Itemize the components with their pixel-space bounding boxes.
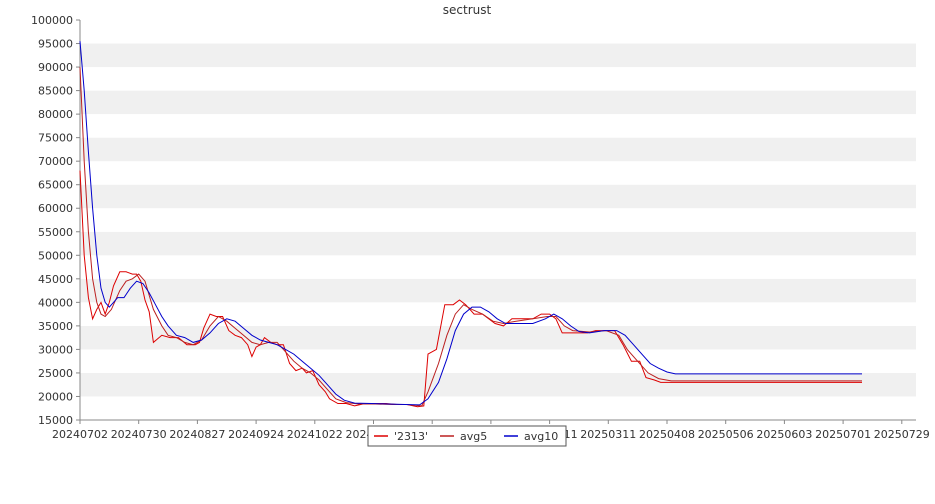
y-tick-label: 60000 (38, 202, 73, 215)
legend-box (367, 425, 567, 447)
y-tick-label: 70000 (38, 155, 73, 168)
y-tick-label: 45000 (38, 273, 73, 286)
y-tick-label: 35000 (38, 320, 73, 333)
y-tick-label: 20000 (38, 390, 73, 403)
grid-band (80, 20, 916, 44)
y-tick-label: 40000 (38, 296, 73, 309)
legend-label: avg5 (460, 430, 487, 443)
y-tick-label: 100000 (31, 14, 73, 27)
x-tick-label: 20250603 (756, 428, 812, 441)
legend-label: avg10 (524, 430, 558, 443)
x-tick-label: 20240827 (169, 428, 225, 441)
y-tick-label: 85000 (38, 85, 73, 98)
grid-band (80, 90, 916, 115)
x-tick-label: 20250701 (815, 428, 871, 441)
y-tick-label: 25000 (38, 367, 73, 380)
series-line-3 (79, 41, 862, 406)
grid-band (80, 231, 916, 256)
y-tick-label: 65000 (38, 179, 73, 192)
series-line-1 (79, 170, 862, 408)
x-tick-label: 20250729 (874, 428, 930, 441)
y-tick-label: 50000 (38, 249, 73, 262)
y-tick-label: 90000 (38, 61, 73, 74)
grid-band (80, 278, 916, 303)
grid-band (80, 184, 916, 209)
grid-band (80, 161, 916, 185)
chart-title: sectrust (443, 3, 492, 17)
legend-label: '2313' (394, 430, 428, 443)
y-tick-label: 95000 (38, 38, 73, 51)
grid-bands (80, 20, 916, 420)
grid-band (80, 137, 916, 162)
grid-band (80, 325, 916, 350)
grid-band (80, 396, 916, 420)
x-tick-label: 20250311 (580, 428, 636, 441)
y-tick-label: 80000 (38, 108, 73, 121)
y-tick-label: 55000 (38, 226, 73, 239)
y-tick-label: 75000 (38, 132, 73, 145)
y-tick-label: 30000 (38, 343, 73, 356)
y-axis: 15000 20000 25000 30000 35000 40000 45000 50000… (31, 14, 81, 427)
grid-band (80, 43, 916, 68)
grid-band (80, 114, 916, 138)
legend: '2313' avg5 avg10 (367, 425, 567, 447)
x-tick-label: 20250506 (698, 428, 754, 441)
grid-band (80, 372, 916, 397)
grid-band (80, 302, 916, 326)
series-line-2 (79, 67, 862, 407)
x-tick-label: 20240730 (111, 428, 167, 441)
x-tick-label: 20240702 (52, 428, 108, 441)
grid-band (80, 208, 916, 232)
x-tick-label: 20240924 (228, 428, 284, 441)
x-tick-label: 20250408 (639, 428, 695, 441)
grid-band (80, 349, 916, 373)
y-tick-label: 15000 (38, 414, 73, 427)
grid-band (80, 67, 916, 91)
series-lines (79, 41, 862, 408)
x-tick-label: 20241022 (287, 428, 343, 441)
grid-band (80, 255, 916, 279)
